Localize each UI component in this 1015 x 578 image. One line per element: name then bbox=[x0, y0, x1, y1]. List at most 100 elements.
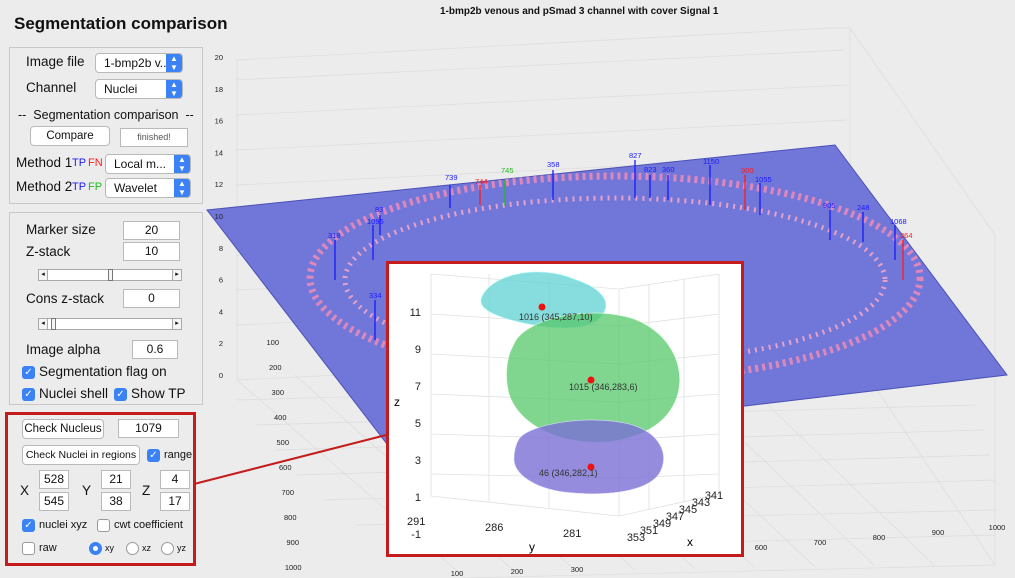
method1-value: Local m... bbox=[114, 157, 167, 171]
method2-select[interactable]: Wavelet ▲ ▼ bbox=[105, 178, 191, 198]
app-title: Segmentation comparison bbox=[14, 14, 228, 33]
cons-zstack-slider-thumb[interactable] bbox=[51, 318, 56, 330]
cons-zstack-slider[interactable]: ◂ ▸ bbox=[38, 318, 182, 330]
method2-tp-label: TP bbox=[72, 181, 87, 193]
nuclei-xyz-label: nuclei xyz bbox=[39, 519, 88, 531]
xy-radio[interactable] bbox=[89, 542, 102, 555]
z-tick-label: 16 bbox=[215, 117, 223, 126]
nuclei-shell-checkbox[interactable]: ✓ bbox=[22, 388, 35, 401]
cons-zstack-input[interactable]: 0 bbox=[123, 289, 180, 308]
nucleus-label: 248 bbox=[857, 203, 870, 212]
nuclei-ring-outer bbox=[306, 172, 924, 384]
method1-select[interactable]: Local m... ▲ ▼ bbox=[105, 154, 191, 174]
x-label: X bbox=[20, 483, 30, 498]
inset-x-tick-label: 351 bbox=[640, 525, 658, 537]
inset-z-tick-label: 7 bbox=[415, 381, 421, 393]
nucleus-label: 823 bbox=[644, 165, 657, 174]
check-nucleus-button[interactable]: Check Nucleus bbox=[22, 419, 104, 439]
y-tick-label: 700 bbox=[281, 488, 294, 497]
z-tick-label: 0 bbox=[219, 371, 223, 380]
compare-button[interactable]: Compare bbox=[30, 126, 110, 146]
nucleus-label: 905 bbox=[823, 201, 836, 210]
image-alpha-input[interactable]: 0.6 bbox=[132, 340, 178, 359]
chevron-updown-icon: ▲ ▼ bbox=[174, 179, 190, 197]
cwt-label: cwt coefficient bbox=[114, 519, 183, 531]
marker-size-input[interactable]: 20 bbox=[123, 221, 180, 240]
y-tick-label: 200 bbox=[269, 363, 282, 372]
check-regions-button[interactable]: Check Nuclei in regions bbox=[22, 445, 140, 465]
inset-x-tick-label: 341 bbox=[705, 490, 723, 502]
seg-flag-checkbox[interactable]: ✓ bbox=[22, 366, 35, 379]
x-tick-label: 100 bbox=[451, 569, 464, 578]
z-min-input[interactable]: 4 bbox=[160, 470, 190, 489]
y-tick-label: 400 bbox=[274, 413, 287, 422]
z-tick-label: 12 bbox=[215, 180, 223, 189]
y-tick-label: 600 bbox=[279, 463, 292, 472]
z-axis-ticks: 0 2 4 6 8 10 12 14 16 18 20 bbox=[215, 53, 223, 380]
inset-nucleus-label: 46 (346,282,1) bbox=[539, 468, 598, 478]
x-max-input[interactable]: 545 bbox=[39, 492, 69, 511]
inset-y-tick-label: 286 bbox=[485, 522, 503, 534]
seg-comparison-header: -- Segmentation comparison -- bbox=[18, 108, 194, 122]
channel-select[interactable]: Nuclei ▲ ▼ bbox=[95, 79, 183, 99]
x-tick-label: 600 bbox=[755, 543, 768, 552]
nucleus-label: 1095 bbox=[367, 217, 384, 226]
inset-x-tick-label: 347 bbox=[666, 511, 684, 523]
slider-right-arrow-icon[interactable]: ▸ bbox=[172, 269, 182, 281]
xz-radio[interactable] bbox=[126, 542, 139, 555]
zstack-input[interactable]: 10 bbox=[123, 242, 180, 261]
nucleus-label: 900 bbox=[741, 166, 754, 175]
y-min-input[interactable]: 21 bbox=[101, 470, 131, 489]
yz-radio[interactable] bbox=[161, 542, 174, 555]
method2-label: Method 2 bbox=[16, 179, 73, 194]
zstack-slider-thumb[interactable] bbox=[108, 269, 113, 281]
z-max-input[interactable]: 17 bbox=[160, 492, 190, 511]
zoomed-inset-view[interactable]: 1016 (345,287,10) 1015 (346,283,6) 46 (346… bbox=[386, 261, 744, 557]
nuclei-shell-label: Nuclei shell bbox=[39, 386, 109, 401]
zstack-slider[interactable]: ◂ ▸ bbox=[38, 269, 182, 281]
raw-checkbox[interactable] bbox=[22, 542, 35, 555]
y-max-input[interactable]: 38 bbox=[101, 492, 131, 511]
channel-label: Channel bbox=[26, 80, 77, 95]
nuclei-ring-inner bbox=[342, 195, 888, 365]
slider-left-arrow-icon[interactable]: ◂ bbox=[38, 318, 48, 330]
nucleus-centroid-middle bbox=[587, 376, 595, 384]
nucleus-label: 1150 bbox=[703, 157, 719, 166]
nucleus-markers bbox=[334, 160, 904, 340]
z-tick-label: 18 bbox=[215, 85, 223, 94]
nuclei-xyz-checkbox[interactable]: ✓ bbox=[22, 519, 35, 532]
check-nucleus-input[interactable]: 1079 bbox=[118, 419, 179, 438]
x-tick-label: 300 bbox=[571, 565, 584, 574]
marker-size-label: Marker size bbox=[26, 222, 96, 237]
slider-right-arrow-icon[interactable]: ▸ bbox=[172, 318, 182, 330]
nucleus-label: 334 bbox=[369, 291, 382, 300]
range-checkbox[interactable]: ✓ bbox=[147, 449, 160, 462]
cwt-checkbox[interactable] bbox=[97, 519, 110, 532]
nucleus-label: 318 bbox=[328, 231, 341, 240]
y-tick-label: 800 bbox=[284, 513, 297, 522]
chevron-updown-icon: ▲ ▼ bbox=[174, 155, 190, 173]
image-file-select[interactable]: 1-bmp2b v... ▲ ▼ bbox=[95, 53, 183, 73]
x-tick-label: 900 bbox=[932, 528, 945, 537]
xy-label: xy bbox=[105, 543, 114, 553]
inset-z-ticks: 11 9 7 5 3 1 -1 bbox=[410, 307, 421, 541]
show-tp-checkbox[interactable]: ✓ bbox=[114, 388, 127, 401]
nucleus-label: 83 bbox=[375, 205, 383, 214]
z-tick-label: 8 bbox=[219, 244, 223, 253]
nucleus-centroid-bottom bbox=[587, 463, 595, 471]
inset-z-axis-label: z bbox=[394, 395, 400, 409]
nucleus-label: 744 bbox=[475, 177, 488, 186]
slider-left-arrow-icon[interactable]: ◂ bbox=[38, 269, 48, 281]
x-min-input[interactable]: 528 bbox=[39, 470, 69, 489]
inset-x-tick-label: 345 bbox=[679, 504, 697, 516]
z-tick-label: 6 bbox=[219, 276, 223, 285]
method1-fn-label: FN bbox=[88, 157, 103, 169]
nucleus-centroid-top bbox=[538, 303, 546, 311]
inset-x-tick-label: 343 bbox=[692, 497, 710, 509]
xz-label: xz bbox=[142, 543, 151, 553]
nucleus-label: 358 bbox=[547, 160, 560, 169]
cons-zstack-label: Cons z-stack bbox=[26, 291, 105, 306]
y-tick-label: 500 bbox=[276, 438, 289, 447]
